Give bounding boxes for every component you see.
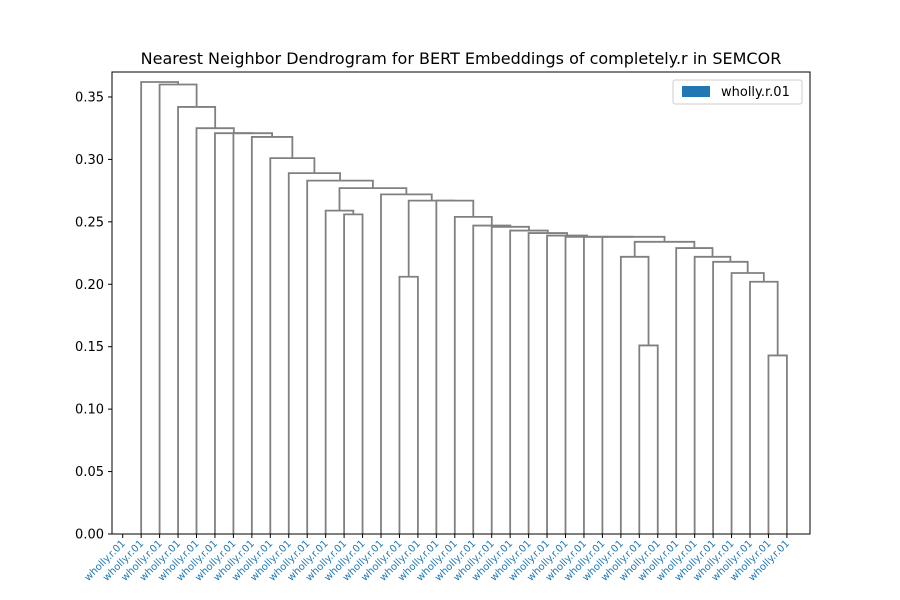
- y-tick-label: 0.15: [75, 340, 104, 355]
- y-tick-label: 0.00: [75, 528, 104, 543]
- dendrogram-link: [407, 199, 455, 277]
- dendrogram-link: [583, 235, 634, 534]
- dendrogram-link: [214, 132, 253, 534]
- dendrogram-link: [380, 193, 433, 534]
- dendrogram-link: [638, 344, 659, 534]
- legend-swatch: [682, 86, 710, 97]
- dendrogram-link: [324, 209, 355, 534]
- dendrogram-link: [338, 187, 408, 211]
- dendrogram-link: [730, 272, 765, 534]
- y-tick-label: 0.25: [75, 215, 104, 230]
- y-axis: 0.00 0.05 0.10 0.15 0.20 0.25 0.30 0.35: [75, 90, 112, 543]
- legend: wholly.r.01: [672, 79, 803, 105]
- dendrogram-link: [564, 235, 609, 534]
- dendrogram-link: [287, 172, 341, 534]
- dendrogram-link: [619, 255, 650, 534]
- y-tick-label: 0.10: [75, 403, 104, 418]
- plot-frame: [111, 71, 811, 535]
- dendrogram-link: [527, 232, 568, 534]
- y-tick-label: 0.20: [75, 278, 104, 293]
- chart-title: Nearest Neighbor Dendrogram for BERT Emb…: [141, 49, 782, 68]
- dendrogram-link: [343, 213, 364, 534]
- dendrogram-link: [749, 280, 779, 534]
- dendrogram-link: [767, 354, 788, 534]
- dendrogram-link: [712, 260, 749, 534]
- dendrogram-link: [398, 275, 419, 534]
- leaf-labels: wholly.r.01wholly.r.01wholly.r.01wholly.…: [83, 534, 792, 584]
- dendrogram-link: [158, 83, 198, 534]
- legend-label: wholly.r.01: [721, 85, 790, 100]
- y-tick-label: 0.30: [75, 153, 104, 168]
- dendrogram-link: [601, 235, 666, 534]
- y-tick-label: 0.05: [75, 465, 104, 480]
- dendrogram-link: [269, 157, 316, 534]
- dendrogram-link: [232, 132, 274, 534]
- dendrogram-links: [140, 81, 788, 534]
- dendrogram-link: [140, 81, 180, 534]
- y-tick-label: 0.35: [75, 90, 104, 105]
- dendrogram-link: [546, 234, 589, 534]
- dendrogram-link: [633, 240, 696, 257]
- dendrogram-link: [472, 224, 512, 534]
- dendrogram-link: [250, 136, 294, 534]
